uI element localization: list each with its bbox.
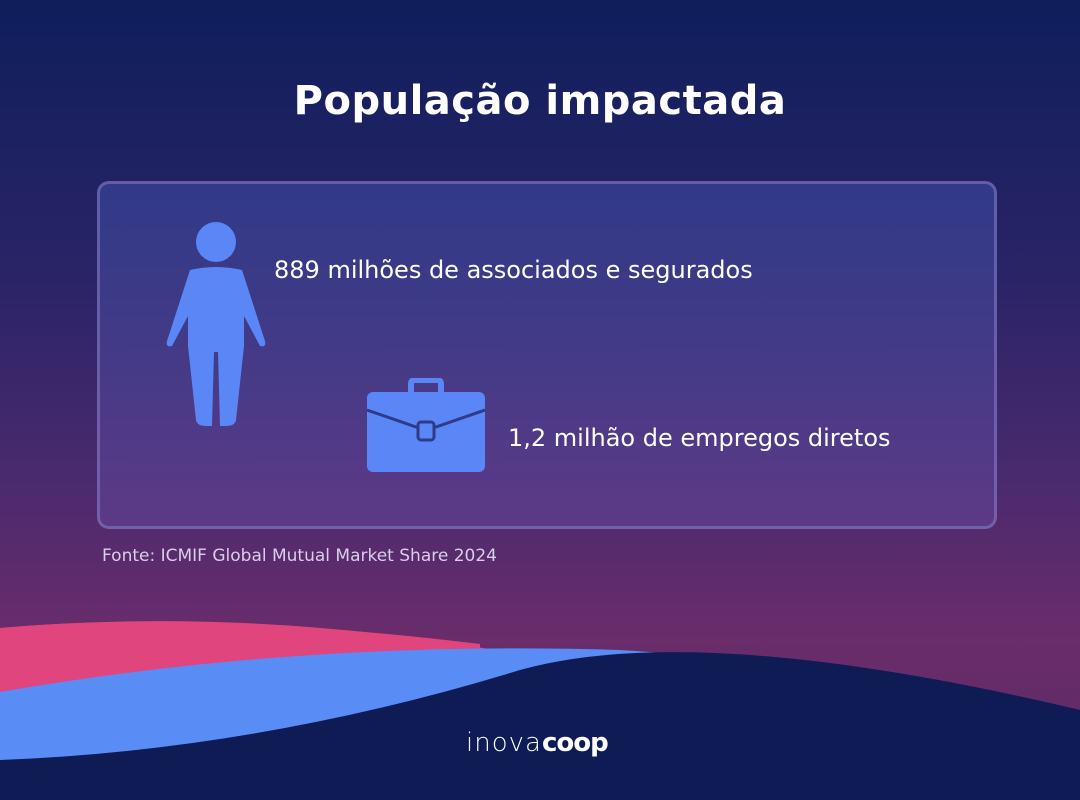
stats-card: [97, 181, 997, 529]
source-note: Fonte: ICMIF Global Mutual Market Share …: [102, 546, 497, 566]
brand-logo: inovacoop: [466, 728, 609, 758]
logo-part1: inova: [466, 728, 542, 758]
stat-jobs: 1,2 milhão de empregos diretos: [508, 424, 891, 452]
logo-part2: coop: [541, 728, 609, 758]
page-title: População impactada: [293, 78, 787, 124]
decorative-waves: [0, 621, 1080, 800]
stat-associates: 889 milhões de associados e segurados: [274, 256, 753, 284]
person-icon: [166, 222, 266, 426]
briefcase-icon: [367, 378, 485, 472]
